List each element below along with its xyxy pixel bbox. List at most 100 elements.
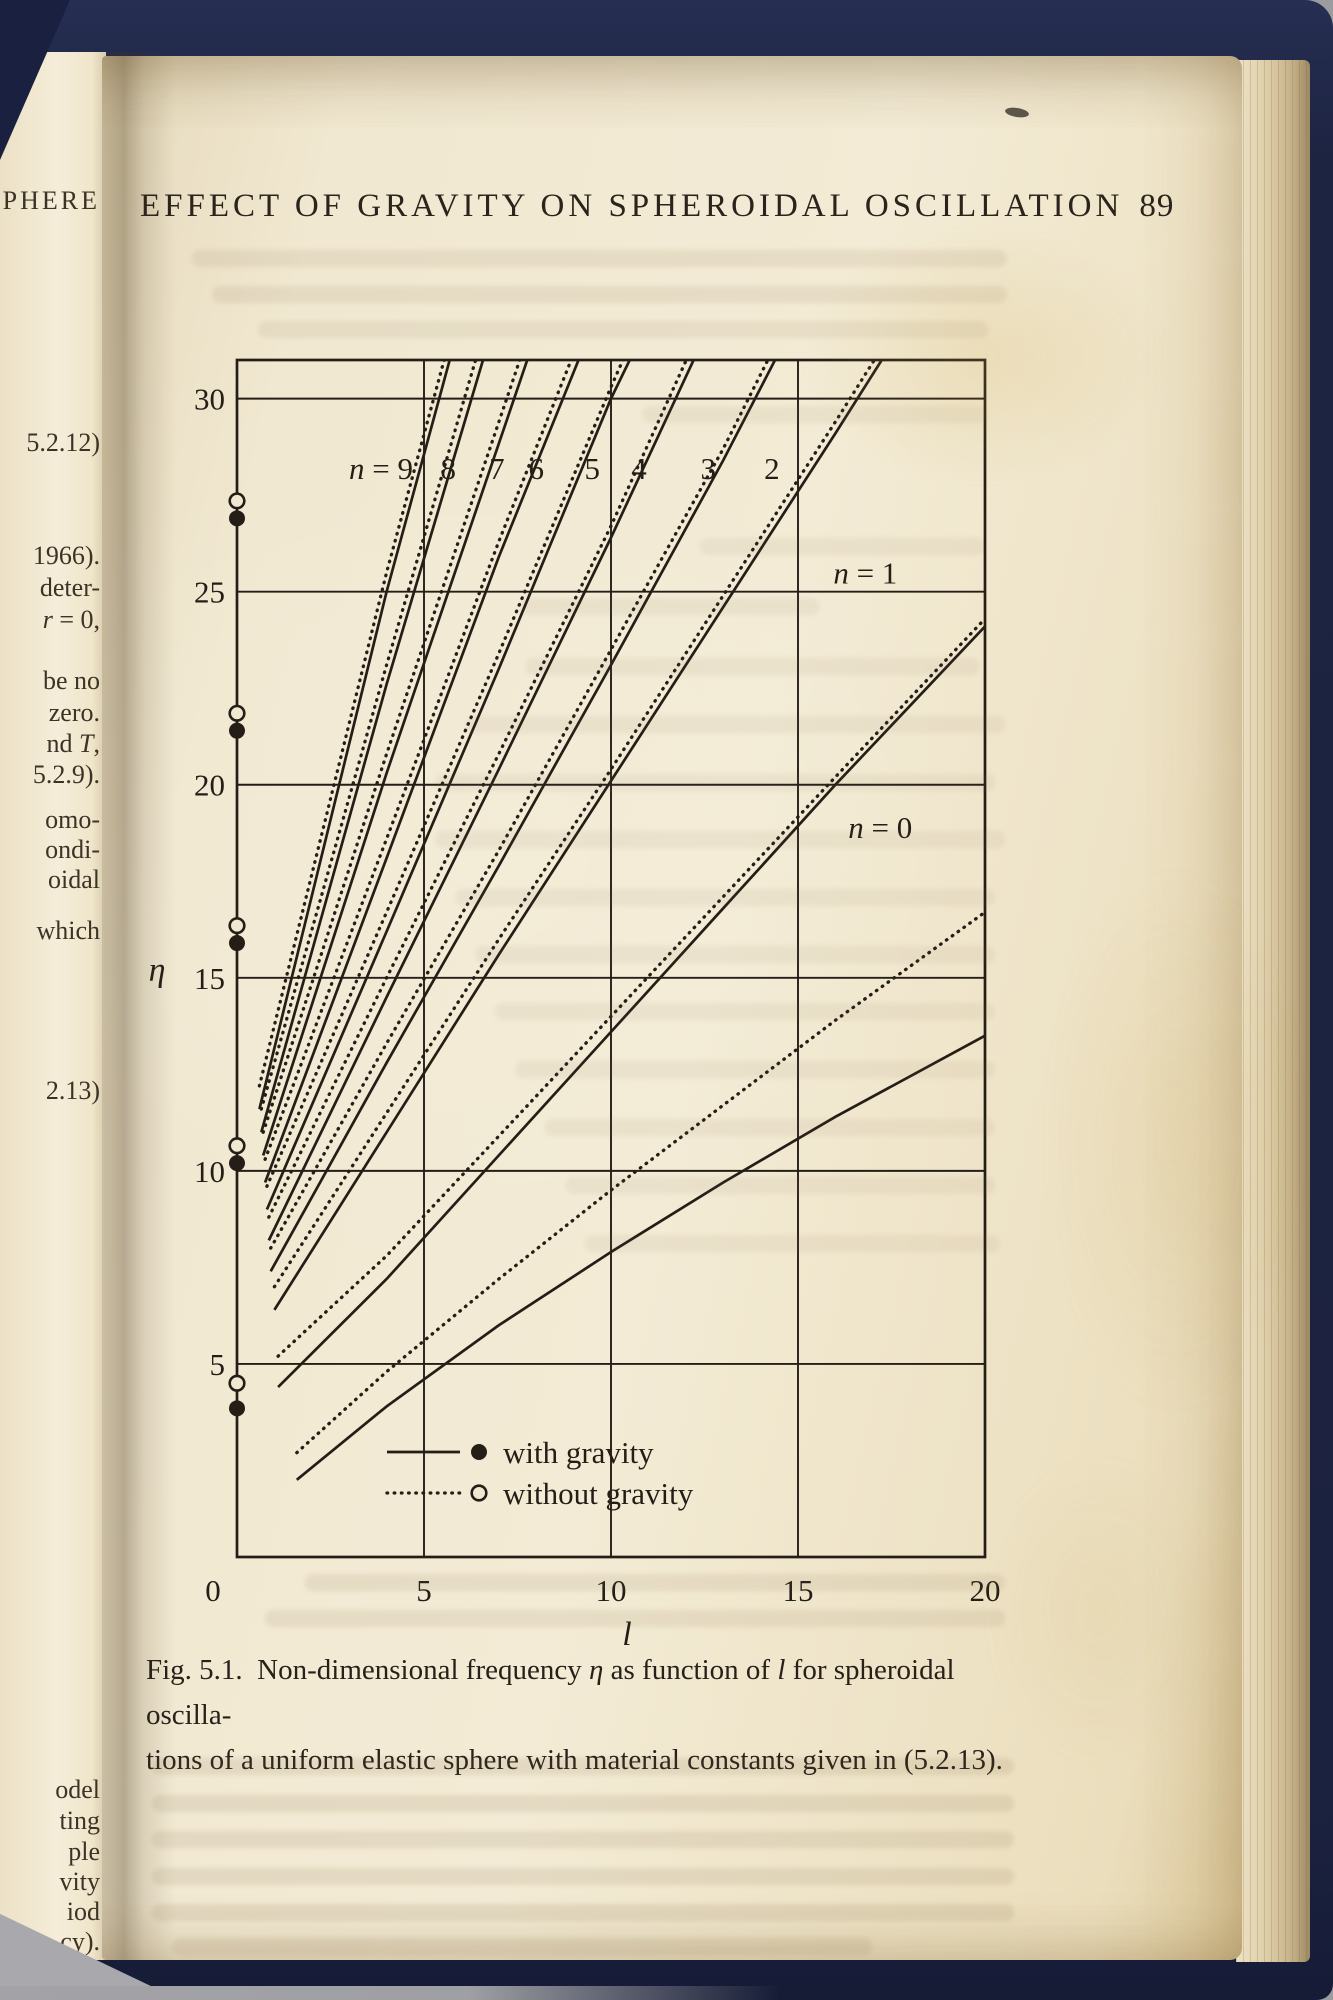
- curve-n=0-with-gravity: [295, 1034, 985, 1481]
- italic-symbol: η: [588, 1654, 604, 1686]
- curve-label: 2: [764, 451, 780, 486]
- text-run: odel: [55, 1775, 100, 1804]
- legend-row-without-gravity: without gravity: [385, 1476, 694, 1511]
- facing-page-text-fragment: oidal: [48, 865, 100, 895]
- curve-n=5-with-gravity: [265, 360, 632, 1211]
- legend-label: without gravity: [503, 1476, 694, 1511]
- text-run: iod: [66, 1897, 100, 1926]
- italic-symbol: r: [42, 605, 53, 634]
- curve-label: 6: [528, 451, 544, 486]
- facing-page-text-fragment: zero.: [49, 698, 100, 728]
- figure-caption-line: tions of a uniform elastic sphere with m…: [146, 1738, 1030, 1783]
- facing-page-text-fragment: 5.2.9).: [33, 760, 100, 790]
- facing-page-text-fragment: ple: [68, 1837, 100, 1867]
- data-point-without-gravity: [228, 704, 246, 722]
- curve-label: 3: [700, 451, 716, 486]
- facing-page-text-fragment: omo-: [45, 805, 100, 835]
- facing-page-text-fragment: r = 0,: [43, 605, 100, 635]
- page-header-title: EFFECT OF GRAVITY ON SPHEROIDAL OSCILLAT…: [140, 188, 1124, 224]
- curve-n=6-without-gravity: [263, 360, 573, 1161]
- legend-row-with-gravity: with gravity: [387, 1435, 654, 1470]
- curve-n=7-without-gravity: [261, 360, 522, 1134]
- plot-frame: [235, 358, 987, 1559]
- curve-label: 5: [585, 451, 601, 486]
- legend-label: with gravity: [503, 1435, 654, 1470]
- data-point-with-gravity: [229, 935, 245, 952]
- x-axis-label: l: [622, 1616, 631, 1653]
- text-run: ,: [93, 729, 101, 758]
- text-run: 1966).: [32, 541, 100, 570]
- text-run: be no: [42, 666, 100, 695]
- curve-n=8-without-gravity: [259, 360, 478, 1111]
- curve-n=3-with-gravity: [269, 360, 777, 1272]
- x-tick-label: 5: [416, 1573, 432, 1608]
- curve-label: n = 9: [349, 451, 413, 486]
- y-tick-label: 30: [194, 382, 225, 417]
- curve-n=4-without-gravity: [267, 360, 689, 1219]
- curve-label: 7: [489, 451, 505, 486]
- text-run: 2.13): [45, 1076, 100, 1105]
- text-run: for spheroidal oscilla-: [146, 1654, 955, 1731]
- curve-n=2-without-gravity: [272, 360, 877, 1289]
- y-tick-label: 20: [194, 768, 225, 803]
- text-run: as function of: [603, 1654, 778, 1686]
- text-run: omo-: [45, 805, 100, 834]
- curve-n=9-with-gravity: [258, 360, 452, 1110]
- text-run: ondi-: [45, 835, 100, 864]
- data-point-with-gravity: [229, 510, 245, 527]
- data-point-without-gravity: [228, 492, 246, 510]
- text-run: ple: [68, 1837, 100, 1866]
- curve-label: n = 0: [848, 810, 912, 845]
- facing-page-text-fragment: be no: [43, 666, 100, 696]
- facing-page-text-fragment: deter-: [40, 573, 100, 603]
- data-point-with-gravity: [229, 722, 245, 739]
- facing-page-text-fragment: which: [36, 916, 100, 946]
- y-tick-label: 5: [210, 1347, 226, 1382]
- background-floor-strip: [0, 1986, 780, 2000]
- text-run: Fig. 5.1. Non-dimensional frequency: [146, 1654, 589, 1686]
- data-point-without-gravity: [228, 1137, 246, 1155]
- facing-page-text-fragment: nd T,: [47, 729, 100, 759]
- curve-n=7-with-gravity: [261, 360, 529, 1156]
- book-page: EFFECT OF GRAVITY ON SPHEROIDAL OSCILLAT…: [102, 56, 1242, 1960]
- facing-page-text-fragment: 5.2.12): [26, 428, 100, 458]
- page-number: 89: [1139, 188, 1175, 224]
- text-run: which: [36, 916, 100, 945]
- facing-page-text-fragment: ting: [60, 1806, 100, 1836]
- x-tick-label: 10: [596, 1573, 627, 1608]
- italic-symbol: l: [777, 1654, 786, 1686]
- legend-marker-filled-circle: [471, 1444, 487, 1460]
- text-run: = 0,: [52, 605, 100, 634]
- x-tick-label: 15: [783, 1573, 814, 1608]
- data-point-with-gravity: [229, 1155, 245, 1172]
- curve-n=5-without-gravity: [265, 360, 625, 1188]
- y-tick-label: 25: [194, 575, 225, 610]
- page-header: EFFECT OF GRAVITY ON SPHEROIDAL OSCILLAT…: [140, 188, 1173, 225]
- curve-n=1-with-gravity: [277, 625, 985, 1389]
- curve-label: 4: [631, 451, 647, 486]
- facing-page-edge: PHERE 5.2.12) 1966). deter-r = 0, be no zero.…: [0, 52, 106, 1960]
- italic-symbol: T: [79, 729, 94, 758]
- curve-n=6-with-gravity: [263, 360, 581, 1183]
- figure-caption: Fig. 5.1. Non-dimensional frequency η as…: [146, 1648, 1030, 1783]
- curve-n=3-without-gravity: [269, 360, 770, 1250]
- curve-n=8-with-gravity: [259, 360, 485, 1133]
- facing-page-text-fragment: ondi-: [45, 835, 100, 865]
- facing-page-text-fragment: PHERE: [3, 186, 100, 216]
- text-run: deter-: [39, 573, 100, 602]
- data-point-with-gravity: [229, 1400, 245, 1417]
- figure-caption-line: Fig. 5.1. Non-dimensional frequency η as…: [146, 1648, 1030, 1738]
- text-run: vity: [59, 1867, 100, 1896]
- dust-speck: [1004, 106, 1030, 119]
- text-run: 5.2.9).: [32, 760, 100, 789]
- text-run: tions of a uniform elastic sphere with m…: [146, 1744, 1003, 1776]
- curve-n=0-without-gravity: [295, 910, 985, 1455]
- legend-marker-open-circle: [470, 1484, 488, 1502]
- curve-n=1-without-gravity: [276, 617, 985, 1358]
- text-run: oidal: [48, 865, 100, 894]
- curve-n=4-with-gravity: [267, 360, 696, 1241]
- y-axis-label: η: [149, 952, 166, 989]
